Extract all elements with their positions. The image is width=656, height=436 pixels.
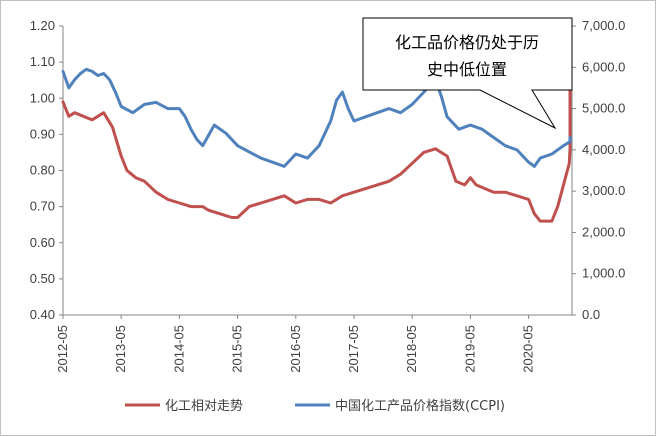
right-tick-label: 6,000.0 — [582, 59, 625, 74]
series-layer — [61, 60, 572, 223]
left-tick-label: 0.40 — [30, 307, 55, 322]
right-tick-label: 4,000.0 — [582, 142, 625, 157]
left-tick-label: 1.20 — [30, 18, 55, 33]
x-tick-label: 2020-05 — [521, 325, 536, 373]
series-line-relative-trend — [61, 60, 572, 223]
left-tick-label: 0.60 — [30, 235, 55, 250]
callout-annotation: 化工品价格仍处于历 史中低位置 — [362, 17, 573, 130]
x-tick-label: 2012-05 — [55, 325, 70, 373]
tick-labels: 0.40 0.50 0.60 0.70 0.80 0.90 1.00 1.10 1.20 0.0 1… — [30, 18, 626, 373]
left-tick-label: 0.80 — [30, 163, 55, 178]
right-tick-label: 0.0 — [582, 307, 600, 322]
left-tick-label: 1.00 — [30, 90, 55, 105]
x-tick-label: 2018-05 — [404, 325, 419, 373]
series-line-ccpi — [61, 67, 572, 168]
x-tick-label: 2015-05 — [230, 325, 245, 373]
callout-box — [362, 17, 573, 130]
right-tick-label: 2,000.0 — [582, 224, 625, 239]
callout-line-2: 史中低位置 — [427, 60, 507, 79]
right-tick-label: 7,000.0 — [582, 18, 625, 33]
legend: 化工相对走势 中国化工产品价格指数(CCPI) — [125, 398, 505, 414]
legend-label-ccpi: 中国化工产品价格指数(CCPI) — [335, 398, 505, 414]
x-tick-label: 2016-05 — [288, 325, 303, 373]
legend-label-relative-trend: 化工相对走势 — [165, 398, 243, 414]
x-tick-label: 2014-05 — [171, 325, 186, 373]
right-tick-label: 3,000.0 — [582, 183, 625, 198]
x-tick-label: 2013-05 — [113, 325, 128, 373]
left-tick-label: 0.90 — [30, 126, 55, 141]
callout-line-1: 化工品价格仍处于历 — [395, 33, 539, 52]
left-tick-label: 1.10 — [30, 54, 55, 69]
left-tick-label: 0.70 — [30, 199, 55, 214]
x-tick-label: 2019-05 — [462, 325, 477, 373]
left-tick-label: 0.50 — [30, 271, 55, 286]
right-tick-label: 1,000.0 — [582, 266, 625, 281]
x-tick-label: 2017-05 — [346, 325, 361, 373]
right-tick-label: 5,000.0 — [582, 101, 625, 116]
